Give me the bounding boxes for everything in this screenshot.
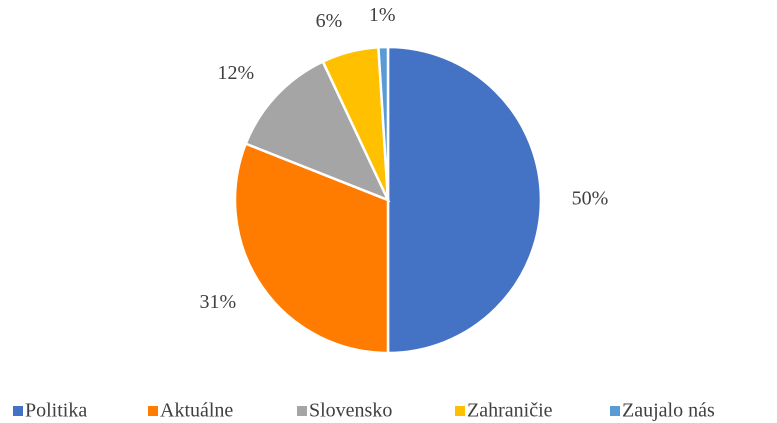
data-label: 1% xyxy=(369,4,396,26)
data-label: 31% xyxy=(199,291,236,313)
legend-swatch xyxy=(297,406,307,416)
legend-label: Aktuálne xyxy=(160,400,233,422)
legend-swatch xyxy=(455,406,465,416)
data-label: 12% xyxy=(217,62,254,84)
legend-swatch xyxy=(610,406,620,416)
data-label: 50% xyxy=(572,188,609,210)
pie-slice xyxy=(377,45,390,201)
legend-label: Zahraničie xyxy=(467,400,553,422)
legend-swatch xyxy=(13,406,23,416)
data-label: 6% xyxy=(316,10,343,32)
legend-label: Politika xyxy=(25,400,87,422)
pie-slice xyxy=(233,142,390,355)
legend-label: Slovensko xyxy=(309,400,392,422)
legend-swatch xyxy=(148,406,158,416)
pie-slice xyxy=(386,45,543,355)
pie-slice xyxy=(244,59,391,203)
legend-label: Zaujalo nás xyxy=(622,400,715,422)
